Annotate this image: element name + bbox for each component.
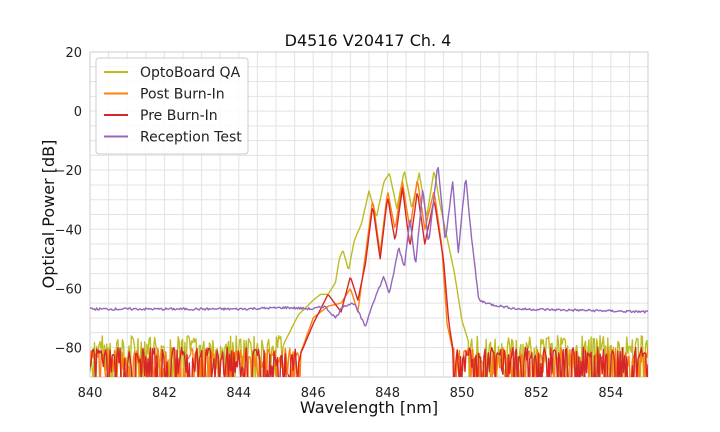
x-tick-label: 850 (450, 386, 475, 401)
x-axis-label: Wavelength [nm] (300, 398, 438, 417)
x-tick-label: 840 (78, 386, 103, 401)
x-tick-label: 848 (375, 386, 400, 401)
legend-label: OptoBoard QA (140, 65, 241, 81)
plot-frame (89, 51, 649, 378)
y-tick-label: 20 (65, 46, 82, 61)
x-tick-label: 854 (598, 386, 623, 401)
x-ticks: 840 842 844 846 848 850 852 854 (78, 386, 624, 401)
x-tick-label: 844 (226, 386, 251, 401)
legend: OptoBoard QA Post Burn-In Pre Burn-In Recep… (95, 57, 249, 155)
series-line (90, 180, 648, 377)
legend-label: Pre Burn-In (140, 108, 218, 124)
y-tick-label: −80 (55, 341, 82, 356)
y-axis-label: Optical Power [dB] (39, 140, 58, 289)
legend-label: Reception Test (140, 130, 242, 146)
y-tick-label: −40 (55, 223, 82, 238)
legend-box (95, 57, 249, 155)
y-tick-label: −20 (55, 164, 82, 179)
x-tick-label: 852 (524, 386, 549, 401)
chart-title: D4516 V20417 Ch. 4 (285, 31, 452, 50)
y-ticks: 20 0 −20 −40 −60 −80 (55, 46, 82, 356)
x-tick-label: 842 (152, 386, 177, 401)
legend-label: Post Burn-In (140, 87, 225, 103)
y-tick-label: 0 (74, 105, 82, 120)
series-line (90, 187, 648, 377)
series-group (90, 166, 648, 377)
series-line (90, 166, 648, 327)
y-tick-label: −60 (55, 282, 82, 297)
x-tick-label: 846 (301, 386, 326, 401)
